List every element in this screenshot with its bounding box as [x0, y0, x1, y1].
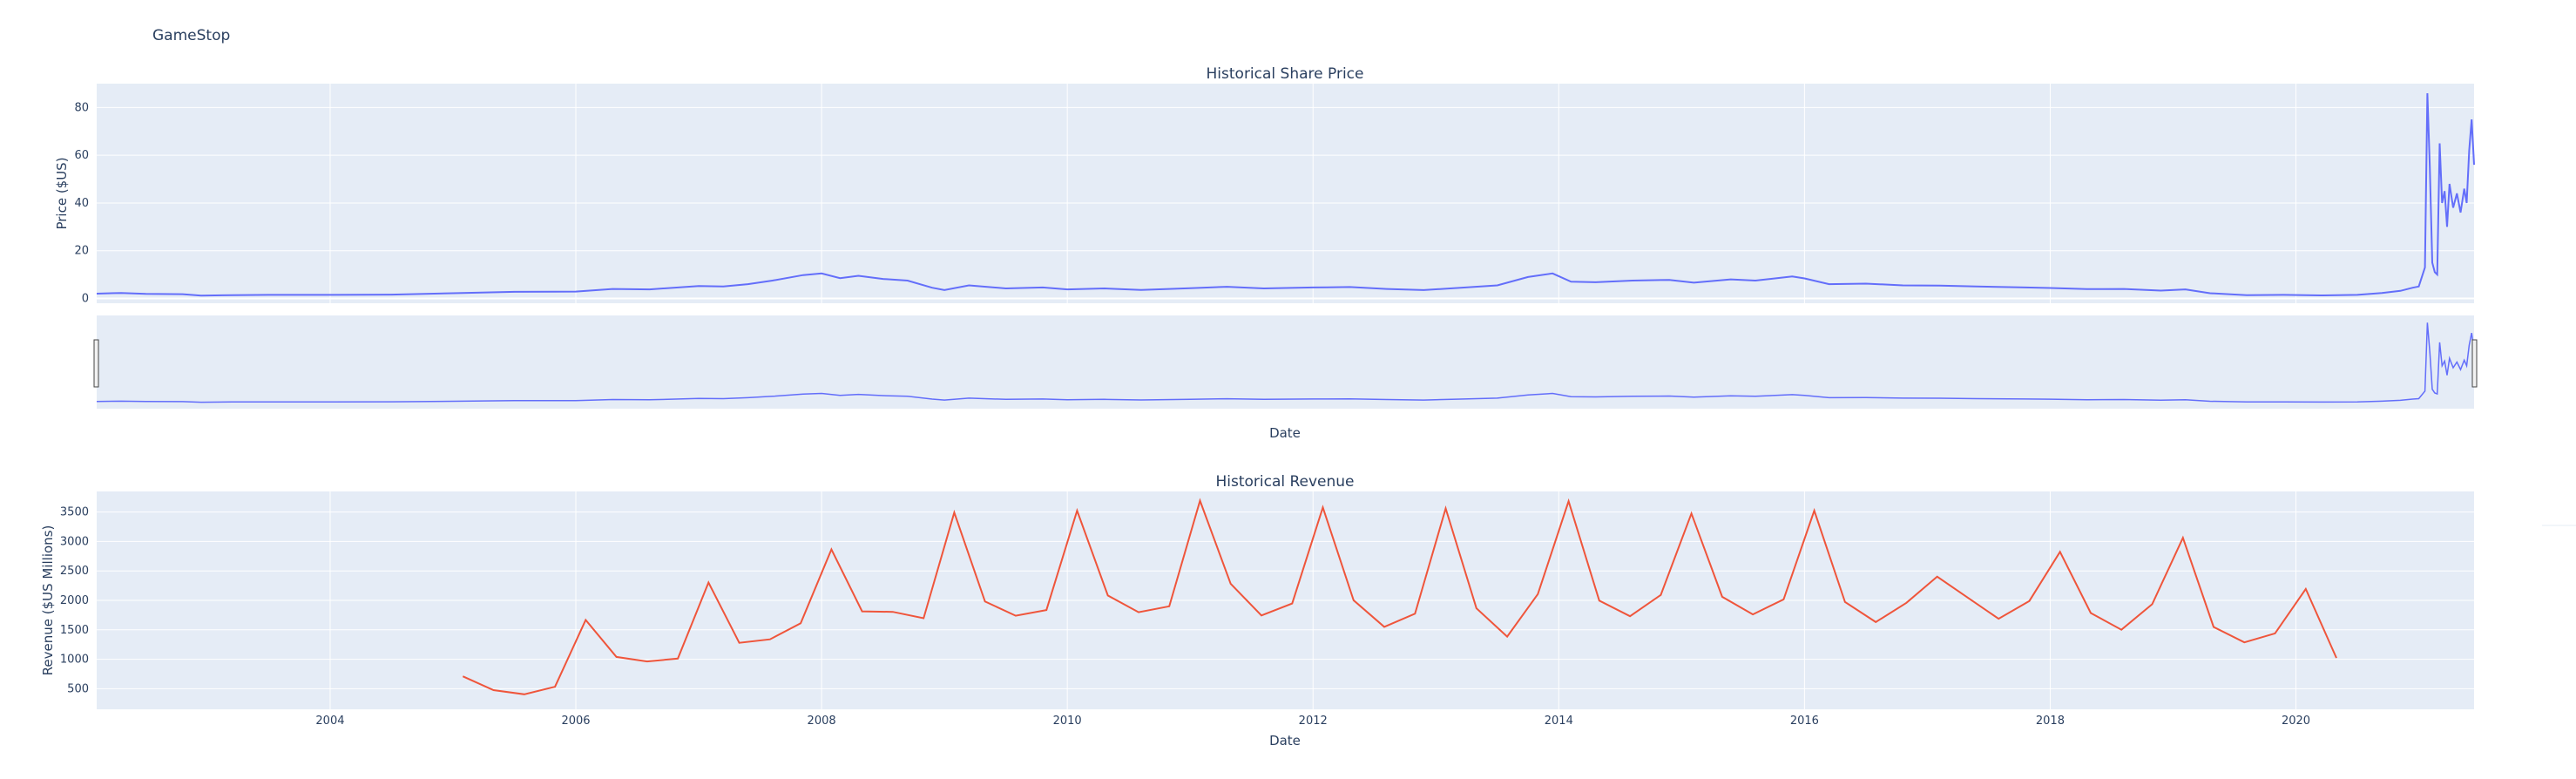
revenue-chart-title: Historical Revenue — [1215, 473, 1354, 491]
p2-y-tick-label: 1000 — [60, 654, 89, 667]
revenue-series-line[interactable] — [462, 498, 2337, 695]
price-y-ticks: 0 20 40 60 80 — [74, 101, 89, 305]
revenue-x-tick-label: 2020 — [2282, 715, 2310, 728]
p1-y-tick-label: 60 — [74, 149, 89, 162]
p2-y-tick-label: 500 — [67, 682, 89, 695]
p2-y-tick-label: 2500 — [60, 565, 89, 578]
revenue-x-tick-label: 2012 — [1299, 715, 1328, 728]
revenue-x-axis-label: Date — [1269, 733, 1301, 749]
range-slider-right-handle[interactable] — [2471, 339, 2478, 388]
p1-y-tick-label: 80 — [74, 101, 89, 114]
price-chart-title: Historical Share Price — [1207, 65, 1364, 83]
revenue-x-ticks: 2004 2006 2008 2010 2012 2014 2016 2018 2020 — [315, 715, 2310, 728]
p1-y-tick-label: 40 — [74, 197, 89, 210]
revenue-y-axis-label: Revenue ($US Millions) — [40, 525, 56, 676]
revenue-x-tick-label: 2008 — [808, 715, 836, 728]
revenue-x-tick-label: 2004 — [315, 715, 344, 728]
p1-y-tick-label: 20 — [74, 245, 89, 258]
price-x-axis-label: Date — [1269, 425, 1301, 441]
revenue-x-tick-label: 2016 — [1790, 715, 1819, 728]
p2-y-tick-label: 1500 — [60, 624, 89, 637]
revenue-x-tick-label: 2014 — [1545, 715, 1573, 728]
range-slider-left-handle[interactable] — [93, 339, 99, 388]
range-slider[interactable] — [97, 315, 2474, 409]
range-slider-series-line — [96, 322, 2475, 403]
p2-y-tick-label: 3500 — [60, 506, 89, 519]
price-gridlines — [97, 84, 2474, 303]
price-series-line[interactable] — [96, 92, 2475, 297]
revenue-x-tick-label: 2010 — [1053, 715, 1082, 728]
p1-y-tick-label: 0 — [82, 293, 89, 306]
p2-y-tick-label: 2000 — [60, 594, 89, 607]
revenue-x-tick-label: 2018 — [2036, 715, 2065, 728]
p2-y-tick-label: 3000 — [60, 535, 89, 548]
figure-title: GameStop — [152, 27, 230, 44]
revenue-y-ticks: 500 1000 1500 2000 2500 3000 3500 — [60, 506, 89, 696]
revenue-gridlines — [97, 491, 2474, 709]
revenue-x-tick-label: 2006 — [561, 715, 590, 728]
price-y-axis-label: Price ($US) — [54, 157, 70, 229]
price-plot-area[interactable] — [97, 84, 2474, 303]
